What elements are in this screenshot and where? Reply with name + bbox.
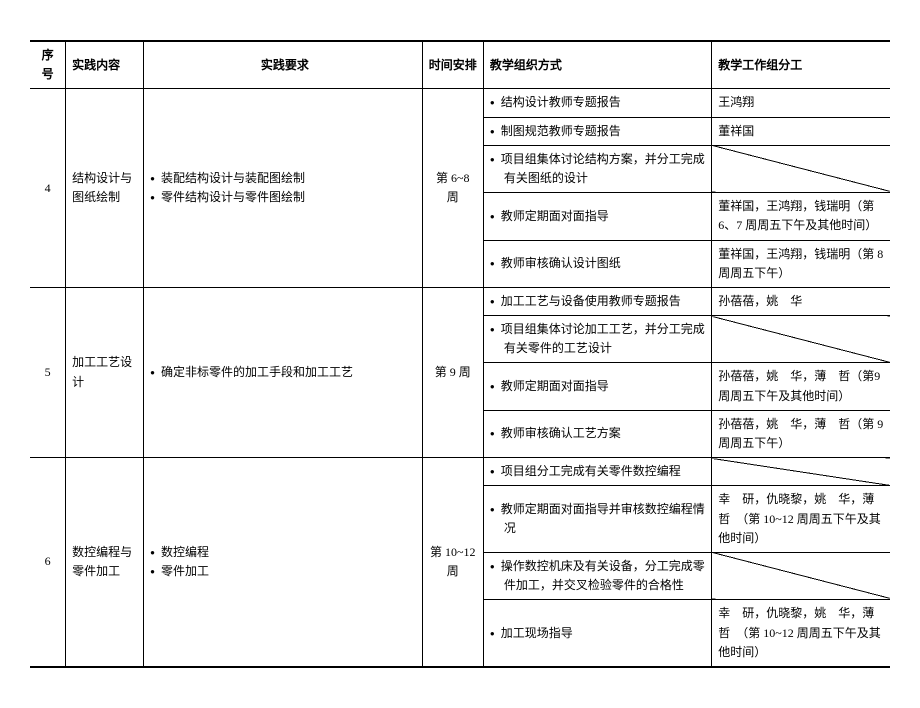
assign-5-1: 孙蓓蓓，姚 华 [712, 287, 890, 315]
org-4-2: 制图规范教师专题报告 [490, 122, 705, 141]
req-4-2: 零件结构设计与零件图绘制 [150, 188, 415, 207]
assign-6-2: 幸 研，仇晓黎，姚 华，薄 哲 （第 10~12 周周五下午及其他时间） [712, 486, 890, 553]
content-5: 加工工艺设计 [66, 287, 144, 457]
header-req: 实践要求 [144, 41, 422, 89]
org-5-1: 加工工艺与设备使用教师专题报告 [490, 292, 705, 311]
org-cell: 操作数控机床及有关设备，分工完成零件加工，并交叉检验零件的合格性 [483, 552, 711, 599]
seq-5: 5 [30, 287, 66, 457]
header-org: 教学组织方式 [483, 41, 711, 89]
assign-5-4: 孙蓓蓓，姚 华，薄 哲（第 9 周周五下午） [712, 410, 890, 457]
header-assign: 教学工作组分工 [712, 41, 890, 89]
header-content: 实践内容 [66, 41, 144, 89]
org-cell: 教师定期面对面指导 [483, 363, 711, 410]
org-5-4: 教师审核确认工艺方案 [490, 424, 705, 443]
org-6-4: 加工现场指导 [490, 624, 705, 643]
org-4-4: 教师定期面对面指导 [490, 207, 705, 226]
org-cell: 加工现场指导 [483, 600, 711, 667]
table-header-row: 序号 实践内容 实践要求 时间安排 教学组织方式 教学工作组分工 [30, 41, 890, 89]
org-cell: 教师定期面对面指导 [483, 193, 711, 240]
content-6: 数控编程与零件加工 [66, 458, 144, 667]
org-cell: 加工工艺与设备使用教师专题报告 [483, 287, 711, 315]
org-cell: 项目组集体讨论加工工艺，并分工完成有关零件的工艺设计 [483, 316, 711, 363]
assign-5-2-diag [712, 316, 890, 363]
seq-4: 4 [30, 89, 66, 288]
assign-4-3-diag [712, 145, 890, 192]
time-6: 第 10~12周 [422, 458, 483, 667]
org-6-1: 项目组分工完成有关零件数控编程 [490, 462, 705, 481]
table-row: 6 数控编程与零件加工 数控编程 零件加工 第 10~12周 项目组分工完成有关… [30, 458, 890, 486]
org-cell: 教师审核确认设计图纸 [483, 240, 711, 287]
assign-5-3: 孙蓓蓓，姚 华，薄 哲（第9 周周五下午及其他时间） [712, 363, 890, 410]
seq-6: 6 [30, 458, 66, 667]
org-cell: 项目组集体讨论结构方案，并分工完成有关图纸的设计 [483, 145, 711, 192]
org-4-5: 教师审核确认设计图纸 [490, 254, 705, 273]
header-time: 时间安排 [422, 41, 483, 89]
org-4-1: 结构设计教师专题报告 [490, 93, 705, 112]
assign-4-4: 董祥国，王鸿翔，钱瑞明（第6、7 周周五下午及其他时间） [712, 193, 890, 240]
req-5: 确定非标零件的加工手段和加工工艺 [144, 287, 422, 457]
org-cell: 教师定期面对面指导并审核数控编程情况 [483, 486, 711, 553]
assign-4-2: 董祥国 [712, 117, 890, 145]
assign-4-1: 王鸿翔 [712, 89, 890, 117]
org-cell: 教师审核确认工艺方案 [483, 410, 711, 457]
assign-4-5: 董祥国，王鸿翔，钱瑞明（第 8 周周五下午） [712, 240, 890, 287]
time-4: 第 6~8 周 [422, 89, 483, 288]
req-6-1: 数控编程 [150, 543, 415, 562]
org-5-2: 项目组集体讨论加工工艺，并分工完成有关零件的工艺设计 [490, 320, 705, 358]
req-5-1: 确定非标零件的加工手段和加工工艺 [150, 363, 415, 382]
time-5: 第 9 周 [422, 287, 483, 457]
org-cell: 项目组分工完成有关零件数控编程 [483, 458, 711, 486]
org-cell: 结构设计教师专题报告 [483, 89, 711, 117]
header-seq: 序号 [30, 41, 66, 89]
org-6-2: 教师定期面对面指导并审核数控编程情况 [490, 500, 705, 538]
req-6: 数控编程 零件加工 [144, 458, 422, 667]
assign-6-3-diag [712, 552, 890, 599]
org-4-3: 项目组集体讨论结构方案，并分工完成有关图纸的设计 [490, 150, 705, 188]
assign-6-4: 幸 研，仇晓黎，姚 华，薄 哲 （第 10~12 周周五下午及其他时间） [712, 600, 890, 667]
table-row: 4 结构设计与图纸绘制 装配结构设计与装配图绘制 零件结构设计与零件图绘制 第 … [30, 89, 890, 117]
content-4: 结构设计与图纸绘制 [66, 89, 144, 288]
table-row: 5 加工工艺设计 确定非标零件的加工手段和加工工艺 第 9 周 加工工艺与设备使… [30, 287, 890, 315]
req-6-2: 零件加工 [150, 562, 415, 581]
req-4: 装配结构设计与装配图绘制 零件结构设计与零件图绘制 [144, 89, 422, 288]
req-4-1: 装配结构设计与装配图绘制 [150, 169, 415, 188]
org-5-3: 教师定期面对面指导 [490, 377, 705, 396]
practice-schedule-table: 序号 实践内容 实践要求 时间安排 教学组织方式 教学工作组分工 4 结构设计与… [30, 40, 890, 668]
org-cell: 制图规范教师专题报告 [483, 117, 711, 145]
assign-6-1-diag [712, 458, 890, 486]
org-6-3: 操作数控机床及有关设备，分工完成零件加工，并交叉检验零件的合格性 [490, 557, 705, 595]
